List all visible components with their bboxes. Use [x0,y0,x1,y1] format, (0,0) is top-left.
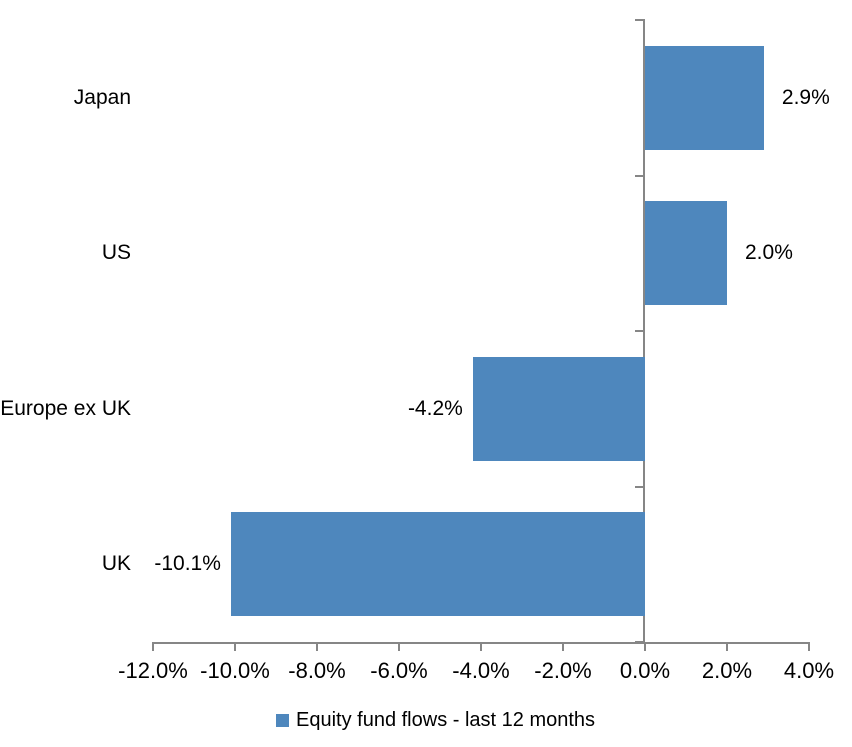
legend: Equity fund flows - last 12 months [276,709,595,732]
value-label: -4.2% [407,396,463,420]
x-tick-label: 0.0% [619,658,671,683]
category-label: Japan [73,85,131,109]
bar [472,356,645,461]
x-axis-tick [480,642,482,651]
x-tick-label: -10.0% [200,658,270,683]
x-tick-label: 4.0% [783,658,835,683]
x-axis-tick [562,642,564,651]
x-axis-tick [316,642,318,651]
y-axis-tick [635,19,643,21]
y-axis-tick [635,641,643,643]
x-axis-tick [398,642,400,651]
x-tick-label: -12.0% [118,658,188,683]
category-label: Europe ex UK [0,396,131,420]
y-axis-tick [635,174,643,177]
value-label: 2.9% [781,85,830,109]
x-tick-label: -2.0% [534,658,592,683]
x-tick-label: -4.0% [452,658,510,683]
category-label: UK [101,552,131,576]
y-axis-zero-line [643,19,645,642]
y-axis-tick [635,485,643,488]
category-label: US [101,241,131,265]
legend-label: Equity fund flows - last 12 months [296,709,596,731]
x-axis-tick [234,642,236,651]
x-tick-label: -6.0% [370,658,428,683]
value-label: 2.0% [745,241,793,265]
bar [230,512,645,617]
x-tick-label: 2.0% [701,658,753,683]
bar [645,45,764,150]
legend-swatch-icon [276,714,289,727]
y-axis-tick [635,330,643,332]
x-axis-tick [808,642,810,651]
bar [645,201,727,306]
value-label: -10.1% [154,552,221,576]
x-axis-tick [644,642,646,651]
x-tick-label: -8.0% [288,658,346,683]
x-axis-tick [726,642,728,651]
x-axis-tick [152,642,154,651]
